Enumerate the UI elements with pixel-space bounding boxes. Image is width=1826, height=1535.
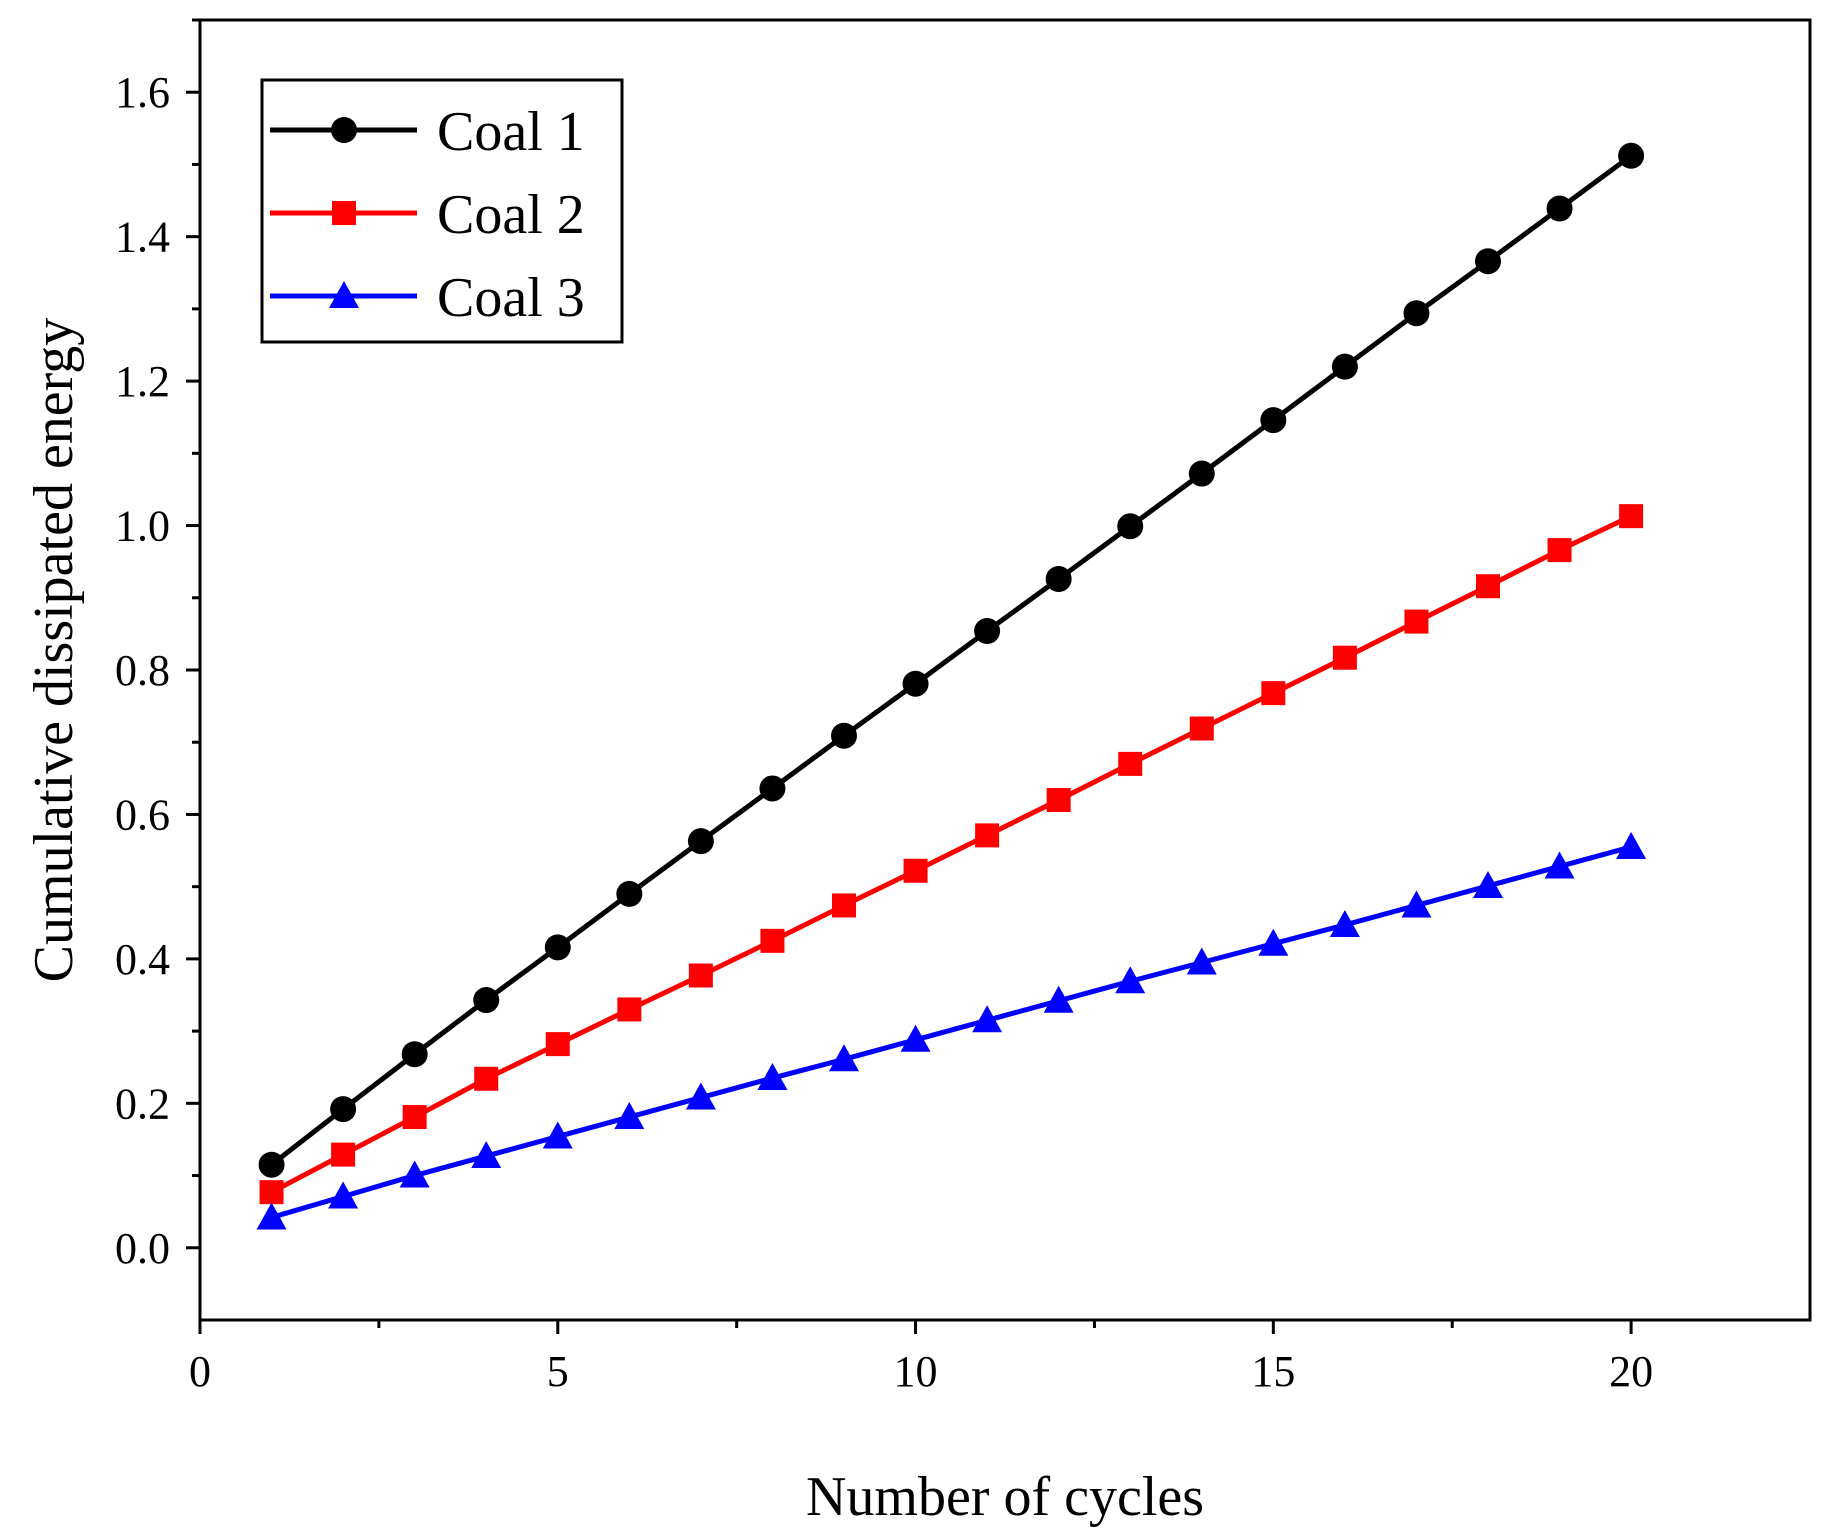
legend-marker — [331, 117, 357, 143]
data-point — [1046, 788, 1071, 812]
series-line — [270, 844, 1632, 1220]
x-axis-title: Number of cycles — [806, 1466, 1204, 1528]
data-point — [1118, 751, 1143, 776]
data-point — [760, 928, 785, 953]
data-point — [614, 1102, 645, 1130]
data-point — [900, 1024, 931, 1052]
plot-axes: 0 5 10 15 20 0.0 0.2 0.4 0.6 0.8 1.0 1.2 1.4 1.6 — [115, 18, 1812, 1396]
data-point — [1261, 681, 1286, 706]
legend: Coal 1 Coal 2 Coal 3 — [260, 78, 624, 344]
data-point — [1332, 645, 1357, 670]
data-point — [331, 1142, 356, 1167]
y-tick-label: 0.6 — [115, 790, 170, 839]
data-point — [902, 670, 929, 697]
y-tick-label: 0.4 — [115, 935, 170, 984]
data-point — [1115, 966, 1146, 994]
data-point — [1547, 538, 1572, 563]
data-point — [1619, 504, 1644, 529]
data-point — [544, 934, 571, 961]
data-point — [974, 618, 1001, 644]
data-point — [617, 997, 642, 1022]
data-point — [1188, 460, 1215, 487]
data-point — [972, 1005, 1003, 1033]
data-point — [1616, 831, 1647, 859]
data-point — [1045, 566, 1072, 592]
legend-marker — [329, 281, 359, 308]
data-point — [1189, 716, 1214, 741]
y-tick-label: 1.6 — [115, 68, 170, 117]
data-point — [831, 722, 857, 749]
y-tick-label: 1.4 — [115, 213, 170, 262]
data-point — [473, 987, 500, 1014]
data-point — [256, 1202, 287, 1230]
data-point — [829, 1044, 859, 1072]
legend-marker — [332, 201, 356, 225]
series-coal-3 — [256, 831, 1647, 1230]
data-point — [1473, 870, 1503, 898]
x-tick-label: 10 — [894, 1347, 938, 1396]
data-point — [399, 1160, 430, 1188]
y-tick-label: 1.0 — [115, 502, 170, 551]
data-point — [759, 775, 786, 802]
x-tick-label: 0 — [189, 1347, 211, 1396]
data-point — [258, 1151, 285, 1178]
data-point — [1476, 574, 1500, 599]
data-point — [1475, 248, 1501, 275]
x-tick-label: 15 — [1251, 1347, 1295, 1396]
data-point — [832, 893, 856, 918]
data-point — [259, 1180, 284, 1205]
data-point — [1404, 609, 1429, 634]
data-point — [402, 1105, 427, 1130]
y-tick-label: 1.2 — [115, 357, 170, 406]
series-line — [270, 153, 1633, 1167]
data-point — [545, 1032, 570, 1057]
data-point — [1260, 407, 1287, 434]
x-tick-label: 5 — [547, 1347, 569, 1396]
data-point — [1258, 928, 1289, 956]
y-axis-title: Cumulative dissipated energy — [23, 318, 85, 983]
data-point — [474, 1066, 499, 1091]
data-point — [1186, 947, 1217, 975]
data-point — [685, 1082, 716, 1110]
data-point — [1043, 985, 1074, 1013]
series-coal-1 — [258, 142, 1645, 1178]
y-tick-label: 0.0 — [115, 1224, 170, 1273]
y-tick-label: 0.8 — [115, 646, 170, 695]
y-tick-label: 0.2 — [115, 1079, 170, 1128]
data-point — [471, 1141, 502, 1169]
data-point — [330, 1096, 357, 1123]
data-point — [401, 1041, 428, 1068]
legend-label: Coal 2 — [437, 184, 585, 246]
data-point — [1403, 300, 1430, 327]
legend-label: Coal 3 — [437, 267, 585, 329]
data-point — [328, 1181, 359, 1209]
legend-label: Coal 1 — [437, 101, 585, 163]
data-point — [1546, 195, 1573, 222]
data-point — [1544, 851, 1575, 879]
data-point — [1329, 909, 1360, 937]
data-point — [1331, 353, 1358, 380]
data-point — [1401, 890, 1432, 918]
series-coal-2 — [259, 504, 1644, 1205]
data-point — [757, 1063, 788, 1091]
data-point — [903, 858, 928, 883]
data-point — [688, 963, 713, 988]
series-layer — [256, 142, 1647, 1230]
data-point — [1618, 142, 1645, 169]
data-point — [616, 880, 643, 907]
data-point — [1117, 513, 1144, 540]
data-point — [542, 1121, 573, 1149]
data-point — [975, 823, 1000, 848]
data-point — [687, 828, 714, 855]
x-tick-label: 20 — [1609, 1347, 1653, 1396]
